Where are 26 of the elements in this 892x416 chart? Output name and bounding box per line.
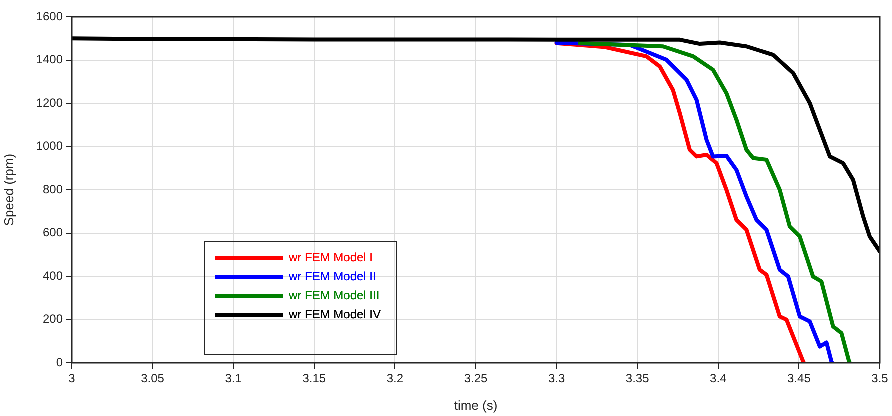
- x-tick-label: 3.5: [872, 372, 889, 386]
- y-tick-label: 600: [42, 226, 64, 240]
- text: wr FEM Model II: [288, 269, 376, 284]
- text: wr FEM Model IV: [288, 307, 382, 322]
- y-tick-label: 1400: [36, 52, 64, 67]
- x-tick-label: 3.15: [302, 372, 326, 386]
- x-tick-label: 3.2: [386, 372, 404, 386]
- x-tick-label: 3.45: [788, 372, 812, 386]
- x-tick-label: 3.3: [548, 372, 566, 386]
- x-tick-label: 3: [68, 372, 76, 386]
- x-tick-label: 3.4: [710, 372, 728, 386]
- y-tick-label: 0: [56, 355, 64, 370]
- x-axis-title: time (s): [454, 398, 498, 413]
- y-tick-label: 1200: [36, 96, 64, 110]
- y-tick-label: 800: [42, 182, 64, 196]
- x-tick-label: 3.05: [141, 372, 165, 386]
- text: wr FEM Model I: [288, 250, 374, 264]
- x-tick-label: 3.35: [626, 372, 650, 386]
- text: wr FEM Model III: [288, 288, 380, 302]
- y-tick-label: 400: [42, 268, 64, 283]
- x-tick-label: 3.25: [464, 372, 488, 386]
- x-tick-label: 3.1: [225, 372, 242, 386]
- y-tick-label: 1600: [36, 9, 64, 24]
- y-tick-label: 200: [42, 312, 64, 326]
- y-tick-label: 1000: [36, 139, 64, 154]
- y-axis-title: Speed (rpm): [1, 154, 16, 226]
